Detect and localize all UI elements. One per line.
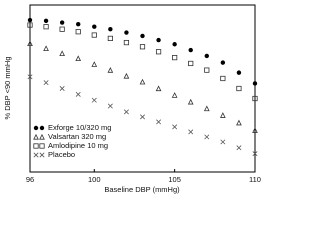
point <box>172 42 177 47</box>
point <box>171 92 178 98</box>
point <box>220 139 226 145</box>
point <box>27 17 33 23</box>
chart: Baseline DBP (mmHg) % DBP <90 mmHg 96 100… <box>3 4 261 194</box>
point <box>123 39 130 46</box>
point <box>156 37 161 43</box>
x-axis-label: Baseline DBP (mmHg) <box>104 185 180 194</box>
point <box>172 55 178 61</box>
legend-marker <box>33 143 39 149</box>
x-tick-label: 100 <box>88 175 101 184</box>
point <box>91 32 97 38</box>
point <box>27 22 33 28</box>
point <box>236 70 242 75</box>
point <box>91 61 98 67</box>
point <box>252 95 258 102</box>
legend-marker <box>39 143 45 149</box>
x-tick-label: 96 <box>26 175 34 184</box>
point <box>43 80 49 86</box>
point <box>188 60 194 67</box>
point <box>236 145 242 151</box>
point <box>92 24 97 29</box>
point <box>220 60 226 65</box>
point <box>139 78 146 85</box>
point <box>107 103 113 109</box>
y-axis-label: % DBP <90 mmHg <box>3 56 12 119</box>
point <box>59 26 65 32</box>
point <box>107 67 114 73</box>
point <box>43 24 49 30</box>
point <box>155 49 162 55</box>
point <box>123 72 130 79</box>
point <box>203 105 210 112</box>
point <box>27 74 33 80</box>
legend-marker <box>39 133 45 140</box>
point <box>155 85 162 92</box>
point <box>76 22 81 27</box>
point <box>236 119 242 126</box>
legend-marker <box>39 152 45 158</box>
point <box>252 151 258 157</box>
legend-marker <box>33 125 39 131</box>
point <box>139 44 146 50</box>
point <box>252 81 258 86</box>
point <box>172 124 178 130</box>
point <box>204 134 210 140</box>
legend-label: Amlodipine 10 mg <box>48 141 108 150</box>
point <box>123 109 129 115</box>
point <box>156 119 162 125</box>
point <box>27 40 33 47</box>
point <box>59 20 65 25</box>
point <box>140 114 145 120</box>
legend-marker <box>33 152 39 158</box>
point <box>187 98 194 105</box>
point <box>252 127 258 133</box>
point <box>43 45 49 52</box>
legend-label: Valsartan 320 mg <box>48 132 106 141</box>
point <box>140 33 145 39</box>
point <box>75 91 81 97</box>
point <box>107 35 113 42</box>
point <box>59 50 65 57</box>
legend-marker <box>39 125 45 131</box>
point <box>236 85 242 92</box>
x-tick-label: 110 <box>249 175 261 184</box>
legend-label: Exforge 10/320 mg <box>48 123 111 132</box>
point <box>75 55 82 62</box>
point <box>43 18 49 24</box>
plot-frame <box>29 4 256 173</box>
point <box>204 53 209 59</box>
point <box>124 30 129 35</box>
point <box>59 86 65 91</box>
point <box>108 27 113 32</box>
point <box>220 75 226 82</box>
legend-label: Placebo <box>48 150 75 159</box>
point <box>204 67 210 73</box>
point <box>75 29 81 35</box>
x-tick-label: 105 <box>168 175 181 184</box>
point <box>220 112 226 118</box>
point <box>91 97 97 103</box>
point <box>188 129 194 135</box>
point <box>188 47 193 53</box>
legend-marker <box>33 133 39 140</box>
